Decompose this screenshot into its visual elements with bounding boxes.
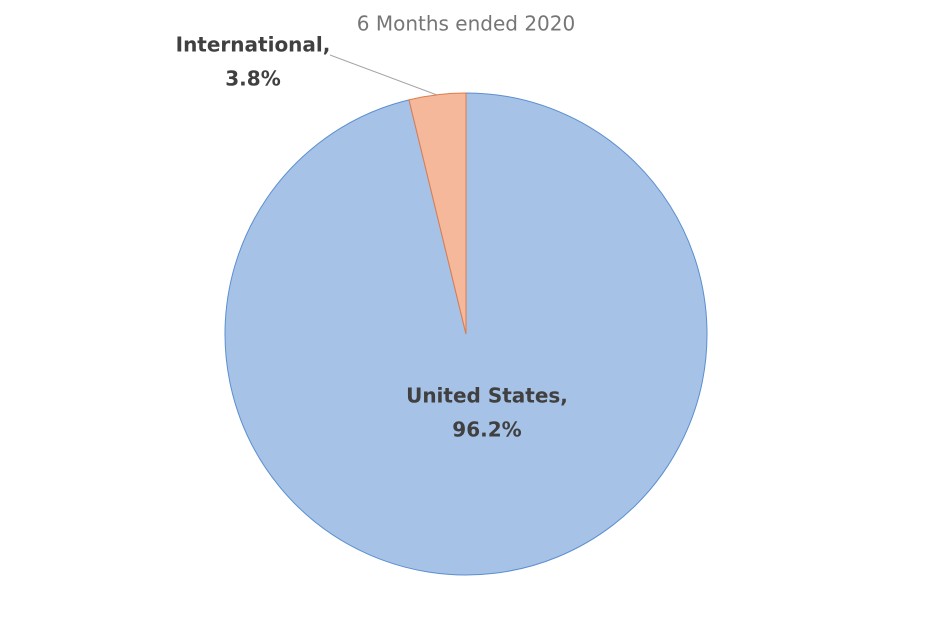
slice-value-label: 96.2% [452,418,521,442]
leader-line [329,54,438,96]
slice-value-label: 3.8% [225,67,280,91]
pie-slice [408,92,467,335]
slice-label: United States, [406,384,568,408]
slice-label: International, [176,33,331,57]
chart-title: 6 Months ended 2020 [357,12,575,36]
